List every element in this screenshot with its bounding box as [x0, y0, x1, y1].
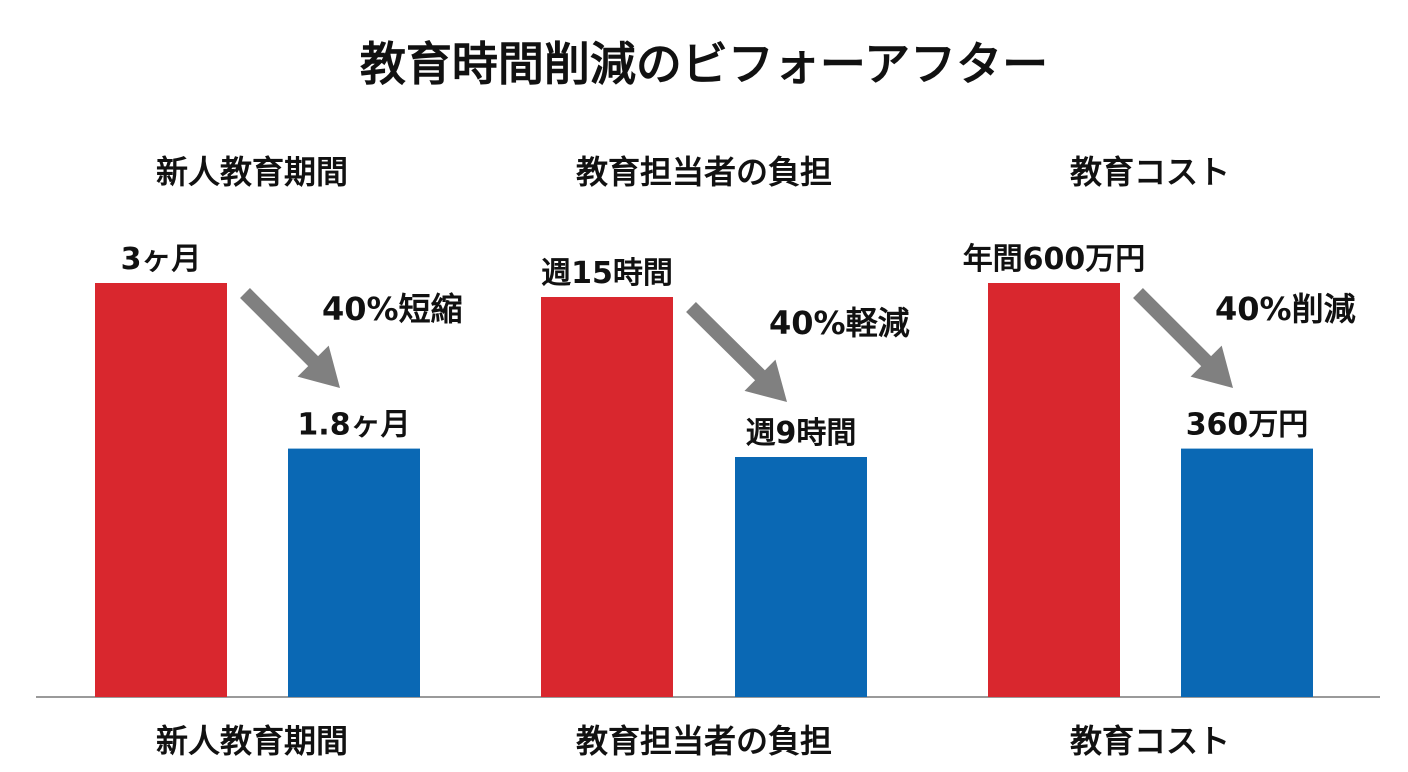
bar-after — [735, 457, 867, 697]
bar-before — [988, 283, 1120, 697]
group-heading: 新人教育期間 — [156, 153, 348, 191]
after-value-label: 360万円 — [1186, 408, 1309, 443]
group-heading: 教育コスト — [1070, 153, 1230, 191]
chart-title: 教育時間削減のビフォーアフター — [360, 37, 1048, 91]
change-label: 40%削減 — [1215, 290, 1356, 328]
change-label: 40%軽減 — [769, 304, 910, 342]
bar-after — [288, 448, 420, 697]
after-value-label: 1.8ヶ月 — [297, 408, 410, 443]
x-tick-label: 教育コスト — [1070, 722, 1230, 760]
before-value-label: 年間600万円 — [963, 242, 1146, 277]
bar-after — [1181, 448, 1313, 697]
x-tick-label: 新人教育期間 — [156, 722, 348, 760]
after-value-label: 週9時間 — [746, 416, 857, 451]
bar-before — [541, 297, 673, 697]
change-label: 40%短縮 — [322, 290, 463, 328]
arrow-down-icon — [686, 302, 787, 402]
group-heading: 教育担当者の負担 — [576, 153, 832, 191]
bar-before — [95, 283, 227, 697]
x-tick-label: 教育担当者の負担 — [576, 722, 832, 760]
before-value-label: 週15時間 — [541, 256, 673, 291]
before-value-label: 3ヶ月 — [121, 242, 202, 277]
arrow-down-icon — [1133, 288, 1233, 388]
arrow-down-icon — [240, 288, 340, 388]
